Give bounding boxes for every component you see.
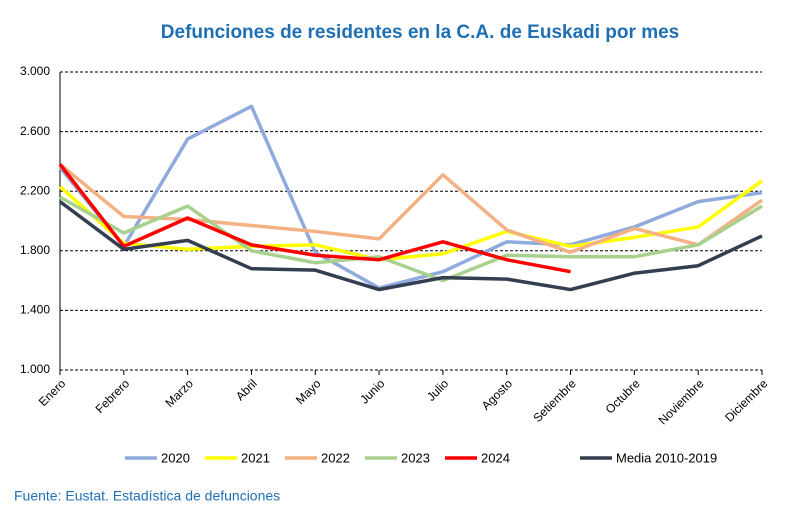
y-tick-label: 1.400 [20, 303, 50, 317]
x-tick-label: Octubre [603, 376, 643, 416]
x-tick-label: Diciembre [722, 376, 770, 424]
legend-label: Media 2010-2019 [616, 450, 717, 465]
x-tick-label: Febrero [93, 376, 133, 416]
x-tick-label: Noviembre [656, 376, 707, 427]
series-line [59, 195, 763, 283]
legend-label: 2021 [241, 450, 270, 465]
x-tick-label: Abril [233, 376, 260, 403]
series-line [58, 179, 764, 262]
x-tick-label: Julio [424, 376, 452, 404]
series-line [58, 104, 763, 290]
legend-label: 2022 [321, 450, 350, 465]
y-tick-label: 3.000 [20, 64, 50, 78]
chart-title: Defunciones de residentes en la C.A. de … [161, 22, 679, 43]
legend-label: 2024 [481, 450, 510, 465]
x-tick-label: Junio [357, 376, 387, 406]
y-tick-label: 2.600 [20, 124, 50, 138]
y-tick-label: 1.800 [20, 243, 50, 257]
source: Fuente: Eustat. Estadística de defuncion… [14, 488, 280, 504]
series-line [58, 163, 571, 274]
x-tick-label: Setiembre [530, 376, 579, 425]
series-line [58, 163, 764, 255]
legend-label: 2020 [161, 450, 190, 465]
legend-label: 2023 [401, 450, 430, 465]
x-tick-label: Enero [36, 376, 69, 409]
y-tick-label: 1.000 [20, 362, 50, 376]
x-tick-label: Agosto [479, 376, 516, 413]
x-tick-label: Marzo [163, 376, 197, 410]
y-tick-label: 2.200 [20, 183, 50, 197]
series-line [58, 200, 763, 292]
x-tick-label: Mayo [293, 376, 324, 407]
